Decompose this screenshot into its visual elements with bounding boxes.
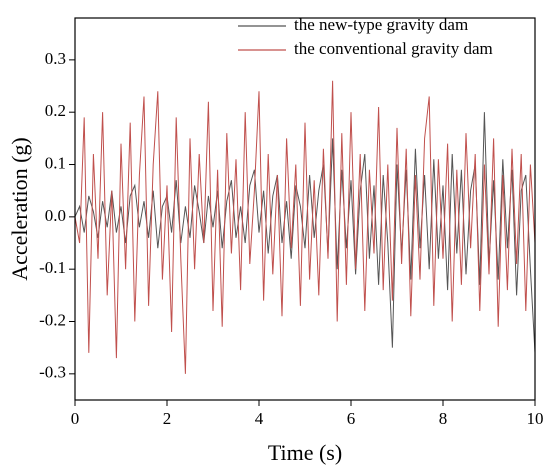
y-tick-label: 0.1 [45, 153, 66, 172]
y-tick-label: 0.3 [45, 49, 66, 68]
series-line [74, 80, 536, 374]
y-tick-label: 0.2 [45, 101, 66, 120]
legend-label: the conventional gravity dam [294, 39, 493, 58]
x-tick-label: 6 [347, 409, 356, 428]
y-axis-label: Acceleration (g) [7, 137, 32, 281]
y-tick-label: 0.0 [45, 206, 66, 225]
x-tick-label: 2 [163, 409, 172, 428]
x-tick-label: 8 [439, 409, 448, 428]
x-axis-label: Time (s) [268, 440, 342, 465]
legend-label: the new-type gravity dam [294, 15, 468, 34]
x-tick-label: 10 [527, 409, 544, 428]
x-tick-label: 0 [71, 409, 80, 428]
y-tick-label: -0.1 [39, 258, 66, 277]
y-tick-label: -0.3 [39, 363, 66, 382]
plot-frame [74, 17, 536, 401]
y-tick-label: -0.2 [39, 310, 66, 329]
x-tick-label: 4 [255, 409, 264, 428]
